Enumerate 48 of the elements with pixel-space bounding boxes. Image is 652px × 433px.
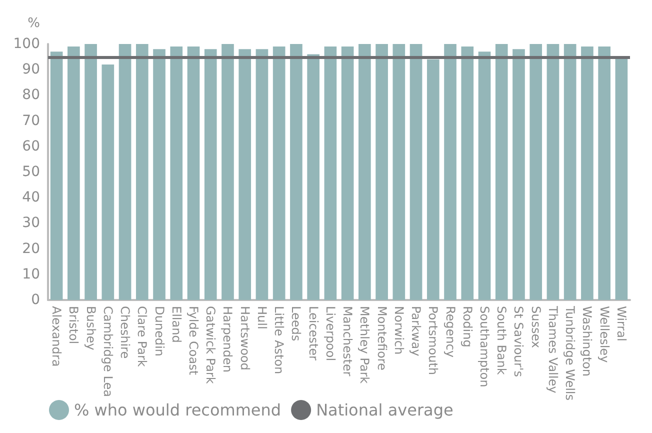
y-tick-label: 30	[22, 215, 40, 232]
x-tick-label: Liverpool	[323, 306, 338, 362]
y-tick-label: 10	[22, 266, 40, 282]
x-tick-label: Tunbridge Wells	[563, 305, 578, 400]
x-tick-label: Regency	[443, 306, 458, 358]
x-tick-label: Clare Park	[135, 306, 150, 367]
x-tick-label: Methley Park	[358, 306, 372, 384]
legend-label: % who would recommend	[74, 400, 282, 420]
x-tick-label: Elland	[169, 306, 184, 343]
x-tick-label: Montefiore	[374, 306, 389, 370]
x-tick-label: Cheshire	[118, 306, 132, 359]
x-tick-label: Alexandra	[50, 306, 64, 367]
x-tick-label: Wellesley	[597, 306, 612, 363]
x-tick-label: Manchester	[340, 306, 355, 376]
x-tick-label: Wirral	[614, 306, 628, 342]
x-tick-label: Roding	[460, 306, 474, 348]
x-tick-label: Dunedin	[152, 306, 166, 356]
x-tick-label: Southampton	[478, 306, 492, 388]
x-tick-label: St Saviour's	[512, 306, 526, 377]
y-tick-label: 70	[22, 112, 40, 129]
x-tick-label: Thames Valley	[546, 305, 560, 394]
y-axis-title: %	[28, 16, 40, 31]
x-tick-label: Sussex	[528, 306, 543, 348]
x-tick-label: Leeds	[289, 306, 304, 342]
y-tick-label: 0	[31, 292, 40, 308]
x-tick-label: Leicester	[306, 306, 320, 361]
x-tick-label: Bushey	[84, 306, 98, 350]
y-tick-label: 50	[22, 164, 40, 180]
x-tick-label: Gatwick Park	[204, 306, 218, 384]
y-tick-label: 100	[13, 36, 40, 52]
x-tick-label: Bristol	[66, 306, 81, 344]
x-tick-label: Portsmouth	[426, 306, 440, 375]
x-tick-label: Harpenden	[220, 306, 235, 373]
x-tick-label: Parkway	[409, 306, 424, 356]
y-tick-label: 20	[22, 240, 40, 257]
x-tick-label: Norwich	[392, 306, 406, 355]
x-tick-label: Hull	[254, 306, 269, 330]
x-tick-label: Cambridge Lea	[100, 306, 115, 397]
x-tick-label: South Bank	[494, 306, 509, 375]
x-tick-label: Little Aston	[272, 306, 286, 374]
y-tick-label: 40	[22, 190, 40, 206]
y-tick-label: 60	[22, 138, 40, 154]
y-tick-label: 80	[22, 87, 40, 104]
x-tick-label: Washington	[580, 306, 594, 377]
y-tick-label: 90	[22, 62, 40, 78]
x-tick-label: Hartswood	[238, 306, 252, 370]
legend-label: National average	[316, 400, 454, 420]
x-tick-label: Fylde Coast	[186, 306, 200, 376]
